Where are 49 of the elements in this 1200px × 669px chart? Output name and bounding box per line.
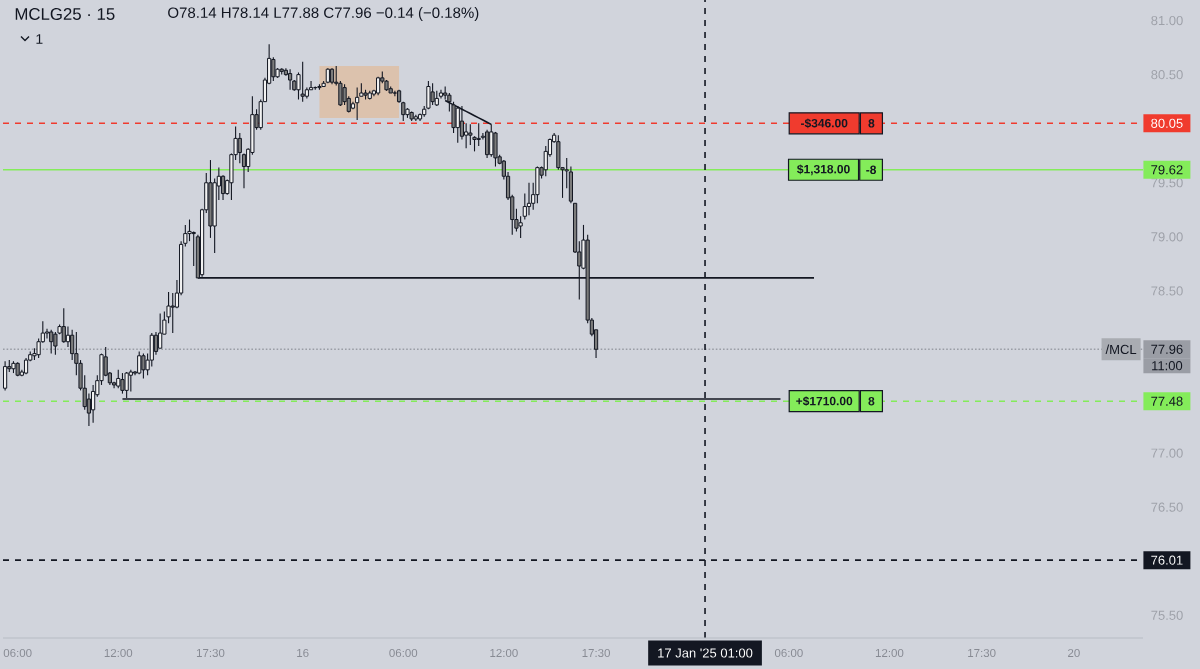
candlestick	[355, 87, 360, 121]
candlestick	[430, 82, 435, 106]
candlestick	[468, 123, 473, 146]
annotation: 1	[36, 34, 43, 44]
x-tick-label: 17:30	[582, 648, 610, 658]
candlestick	[476, 122, 481, 147]
annotation: -8	[866, 165, 877, 175]
candlestick	[526, 182, 532, 216]
x-tick-label: 06:00	[774, 648, 803, 658]
candlestick	[191, 230, 196, 267]
text: 11:00	[1152, 361, 1183, 371]
ref-line-label: 79.62	[1151, 165, 1183, 175]
x-tick-label: 12:00	[490, 648, 518, 658]
x-tick-label: 17 Jan '25 01:00	[658, 648, 753, 658]
ref-line-label: 76.01	[1151, 555, 1183, 565]
x-tick-label: 06:00	[389, 648, 418, 658]
candlestick	[128, 369, 133, 392]
x-tick-label: 06:00	[3, 648, 32, 658]
annotation: 8	[868, 119, 875, 128]
chart-title: MCLG25 · 15	[15, 8, 115, 20]
candlestick	[300, 61, 305, 103]
candlestick	[464, 122, 469, 149]
x-tick-label: 17:30	[968, 648, 996, 658]
candlestick	[49, 329, 54, 355]
annotation: 8	[868, 396, 875, 406]
candlestick	[237, 132, 242, 164]
annotation: $1,318.00	[797, 164, 850, 176]
x-tick-label: 16	[297, 648, 309, 658]
candlestick	[44, 328, 50, 340]
candlestick	[484, 129, 490, 159]
x-tick-label: 20	[1068, 648, 1080, 658]
candlestick	[241, 153, 247, 189]
x-tick-label: 12:00	[875, 648, 904, 658]
ref-line-label: 77.48	[1151, 396, 1183, 406]
candlestick	[70, 329, 75, 361]
ref-line-label: 77.96	[1151, 344, 1183, 354]
ref-line-label: 80.05	[1151, 118, 1183, 128]
candlestick	[170, 292, 175, 334]
annotation: /MCL	[1105, 344, 1137, 355]
x-tick-label: 17:30	[196, 648, 225, 658]
annotation: -$346.00	[800, 118, 848, 129]
candlestick	[91, 384, 96, 424]
x-tick-label: 12:00	[104, 648, 133, 658]
candlestick	[518, 215, 523, 239]
candlestick	[271, 56, 276, 82]
chart-subtitle: O78.14 H78.14 L77.88 C77.96 −0.14 (−0.18%)	[168, 7, 479, 21]
annotation: +$1710.00	[796, 396, 853, 407]
candlestick	[141, 353, 146, 380]
candlestick	[120, 372, 125, 395]
